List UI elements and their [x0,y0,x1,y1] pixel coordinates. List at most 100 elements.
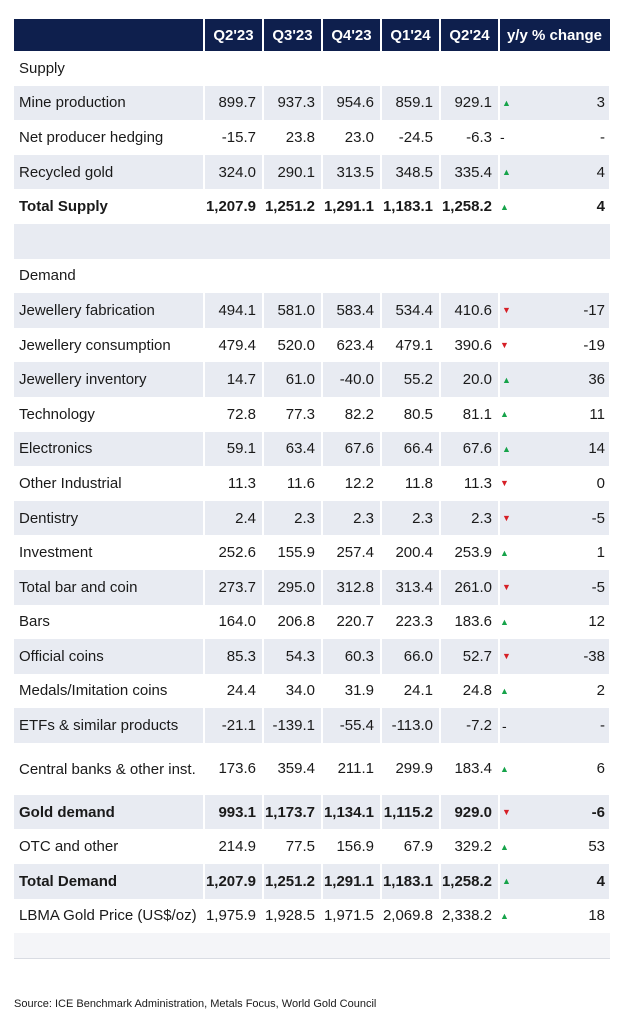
arrow-down-icon: ▼ [500,478,509,489]
row-label: ETFs & similar products [14,708,203,743]
yoy-change: 12 [588,613,605,631]
yoy-change: 2 [596,682,605,700]
value-cell: 11.3 [227,474,256,492]
table-row: Dentistry 2.4 2.3 2.3 2.3 2.3 ▼ -5 [14,500,610,536]
value-cell: 253.9 [454,544,492,562]
value-cell: 67.6 [439,431,498,467]
value-cell: 34.0 [285,682,315,700]
table-row: Net producer hedging -15.7 23.8 23.0 -24.5 -6… [14,120,610,155]
row-label: Electronics [14,431,203,467]
table-row: LBMA Gold Price (US$/oz) 1,975.9 1,928.5 1,… [14,899,610,934]
value-cell: -55.4 [321,708,380,743]
value-cell: 2.4 [203,500,262,536]
table-row: Jewellery consumption 479.4 520.0 623.4 479.… [14,328,610,363]
table-row: Total bar and coin 273.7 295.0 312.8 313.4 26… [14,569,610,605]
row-label: Gold demand [14,794,203,830]
yoy-change: 4 [596,198,605,216]
arrow-up-icon: ▲ [498,85,520,121]
table-row: Central banks & other inst. 173.6 359.4 211… [14,743,610,795]
arrow-up-icon: ▲ [500,201,509,212]
value-cell: 295.0 [262,569,321,605]
value-cell: 581.0 [262,293,321,328]
value-cell: -15.7 [221,128,256,146]
value-cell: 2.3 [380,500,439,536]
table-row: Total Demand 1,207.9 1,251.2 1,291.1 1,183.1… [14,864,610,899]
table-row: ETFs & similar products -21.1 -139.1 -55.4-… [14,708,610,743]
value-cell: 1,928.5 [264,907,315,925]
value-cell: 1,207.9 [205,198,256,216]
row-label: Jewellery inventory [14,362,203,397]
value-cell: 82.2 [344,405,374,423]
value-cell: 52.7 [439,639,498,674]
value-cell: 583.4 [321,293,380,328]
table-row: Technology 72.8 77.3 82.2 80.5 81.1 ▲ 11 [14,397,610,432]
value-cell: 206.8 [277,613,315,631]
value-cell: 23.0 [344,128,374,146]
yoy-change: 1 [596,544,605,562]
value-cell: 1,291.1 [323,198,374,216]
value-cell: 2,338.2 [441,907,492,925]
value-cell: 77.5 [285,838,315,856]
value-cell: 24.1 [403,682,433,700]
value-cell: 14.7 [203,362,262,397]
yoy-change: -6 [520,794,609,830]
section-title-row: Demand [14,259,610,294]
value-cell: 312.8 [321,569,380,605]
value-cell: 173.6 [218,760,256,778]
arrow-up-icon: ▲ [500,547,509,558]
table-row: Gold demand 993.1 1,173.7 1,134.1 1,115.2 929… [14,794,610,830]
table-row: Total Supply 1,207.9 1,251.2 1,291.1 1,183.1… [14,189,610,224]
value-cell: 67.6 [321,431,380,467]
yoy-change: -38 [520,639,609,674]
value-cell: 2.3 [439,500,498,536]
value-cell: 479.1 [395,336,433,354]
yoy-change: - [520,708,609,743]
table-bottom-rule [14,933,610,960]
header-q2-23: Q2'23 [203,19,262,51]
value-cell: 335.4 [439,154,498,190]
value-cell: 410.6 [439,293,498,328]
arrow-down-icon: ▼ [498,500,520,536]
value-cell: -24.5 [398,128,433,146]
row-label: Recycled gold [14,154,203,190]
value-cell: 348.5 [380,154,439,190]
value-cell: 1,115.2 [380,794,439,830]
value-cell: 1,183.1 [380,864,439,899]
value-cell: 899.7 [203,85,262,121]
value-cell: 252.6 [218,544,256,562]
value-cell: 1,173.7 [262,794,321,830]
yoy-change: 36 [520,362,609,397]
header-q4-23: Q4'23 [321,19,380,51]
row-label: Bars [19,613,50,631]
value-cell: 859.1 [380,85,439,121]
arrow-up-icon: ▲ [498,362,520,397]
value-cell: 220.7 [336,613,374,631]
arrow-up-icon: ▲ [500,409,509,420]
arrow-up-icon: ▲ [500,685,509,696]
value-cell: 273.7 [203,569,262,605]
value-cell: 1,971.5 [323,907,374,925]
value-cell: 1,251.2 [264,198,315,216]
row-label: Total bar and coin [14,569,203,605]
value-cell: 155.9 [277,544,315,562]
value-cell: 81.1 [462,405,492,423]
header-q2-24: Q2'24 [439,19,498,51]
arrow-up-icon: ▲ [498,154,520,190]
row-label: Investment [19,544,93,562]
value-cell: 72.8 [226,405,256,423]
value-cell: 63.4 [262,431,321,467]
value-cell: 313.5 [321,154,380,190]
arrow-up-icon: ▲ [498,864,520,899]
yoy-change: 14 [520,431,609,467]
row-label: Official coins [14,639,203,674]
value-cell: 66.0 [380,639,439,674]
value-cell: 156.9 [336,838,374,856]
value-cell: 80.5 [403,405,433,423]
value-cell: 1,134.1 [321,794,380,830]
dash-icon: - [498,708,520,743]
table-row: Jewellery fabrication 494.1 581.0 583.4 534.… [14,293,610,328]
table-row: Recycled gold 324.0 290.1 313.5 348.5 335.4 ▲ 4 [14,154,610,190]
value-cell: 55.2 [380,362,439,397]
table-row: Medals/Imitation coins 24.4 34.0 31.9 24.1 24… [14,674,610,709]
arrow-down-icon: ▼ [498,794,520,830]
